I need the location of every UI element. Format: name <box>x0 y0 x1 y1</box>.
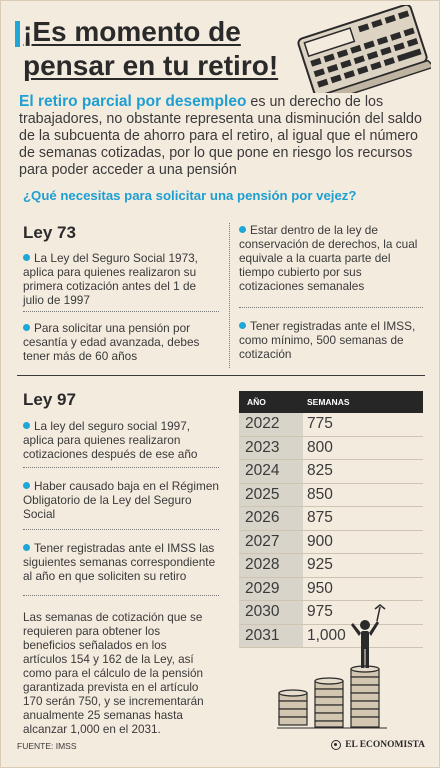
year-cell: 2026 <box>239 507 303 530</box>
year-cell: 2023 <box>239 436 303 459</box>
year-cell: 2029 <box>239 577 303 600</box>
weeks-cell: 1,000 <box>307 626 346 644</box>
bullet-dot <box>23 254 30 261</box>
year-cell: 2028 <box>239 554 303 577</box>
year-cell: 2031 <box>239 624 303 647</box>
header-weeks: SEMANAS <box>307 397 350 407</box>
bullet-dot <box>23 482 30 489</box>
dotted-divider <box>23 529 219 530</box>
ley97-item-text: Haber causado baja en el Régimen Obligat… <box>23 479 219 521</box>
ley73-item: Estar dentro de la ley de conservación d… <box>239 223 423 293</box>
weeks-cell: 950 <box>307 579 333 597</box>
bullet-dot <box>23 324 30 331</box>
ley73-title: Ley 73 <box>23 223 76 242</box>
dotted-divider <box>23 595 219 596</box>
weeks-cell: 775 <box>307 415 333 433</box>
ley97-item-text: Tener registradas ante el IMSS las sigui… <box>23 541 216 583</box>
intro-paragraph: El retiro parcial por desempleo es un de… <box>19 93 425 179</box>
year-cell: 2025 <box>239 483 303 506</box>
weeks-table: AÑO SEMANAS 2022 775 2023 800 2024 825 2025… <box>239 391 423 648</box>
table-row: 2027 900 <box>239 530 423 554</box>
ley73-item: La Ley del Seguro Social 1973, aplica pa… <box>23 251 219 307</box>
bullet-dot <box>23 544 30 551</box>
ley73-item-text: Estar dentro de la ley de conservación d… <box>239 223 418 293</box>
intro-text: es un derecho de los trabajadores, no ob… <box>19 94 422 178</box>
weeks-cell: 850 <box>307 485 333 503</box>
dotted-divider <box>23 311 219 312</box>
calculator-icon <box>297 5 431 93</box>
table-row: 2028 925 <box>239 554 423 578</box>
title-accent-bar <box>15 21 20 47</box>
ley97-item-text: La ley del seguro social 1997, aplica pa… <box>23 419 198 461</box>
ley73-item-text: La Ley del Seguro Social 1973, aplica pa… <box>23 251 198 307</box>
table-row: 2025 850 <box>239 483 423 507</box>
brand-name: EL ECONOMISTA <box>345 740 425 750</box>
table-row: 2024 825 <box>239 460 423 484</box>
ley97-item: Tener registradas ante el IMSS las sigui… <box>23 541 219 583</box>
weeks-cell: 800 <box>307 438 333 456</box>
brand-logo: EL ECONOMISTA <box>331 740 425 750</box>
ley73-item: Tener registradas ante el IMSS, como mín… <box>239 319 423 361</box>
bullet-dot <box>239 322 246 329</box>
brand-icon <box>331 740 342 750</box>
coin-stacks-illustration <box>277 604 387 729</box>
table-row: 2026 875 <box>239 507 423 531</box>
title-line-2: pensar en tu retiro! <box>23 50 279 81</box>
vertical-dotted-divider <box>229 223 230 368</box>
intro-lead: El retiro parcial por desempleo <box>19 93 247 110</box>
dotted-divider <box>23 467 219 468</box>
ley97-item: La ley del seguro social 1997, aplica pa… <box>23 419 219 461</box>
ley97-note: Las semanas de cotización que se requier… <box>23 611 204 736</box>
table-row: 2023 800 <box>239 436 423 460</box>
ley97-title: Ley 97 <box>23 390 76 409</box>
weeks-cell: 875 <box>307 509 333 527</box>
page-title: ¡Es momento de pensar en tu retiro! <box>23 15 283 83</box>
section-question: ¿Qué necesitas para solicitar una pensió… <box>23 188 357 203</box>
table-header: AÑO SEMANAS <box>239 391 423 413</box>
year-cell: 2024 <box>239 460 303 483</box>
weeks-cell: 825 <box>307 462 333 480</box>
ley73-item: Para solicitar una pensión por cesantía … <box>23 321 219 363</box>
year-cell: 2022 <box>239 413 303 436</box>
bullet-dot <box>239 226 246 233</box>
ley73-item-text: Tener registradas ante el IMSS, como mín… <box>239 319 416 361</box>
title-line-1: ¡Es momento de <box>23 16 241 47</box>
dotted-divider <box>239 307 423 308</box>
table-row: 2022 775 <box>239 413 423 437</box>
weeks-cell: 975 <box>307 603 333 621</box>
weeks-cell: 900 <box>307 532 333 550</box>
bullet-dot <box>23 422 30 429</box>
ley97-item: Haber causado baja en el Régimen Obligat… <box>23 479 219 521</box>
table-row: 2031 1,000 <box>239 624 423 648</box>
weeks-cell: 925 <box>307 556 333 574</box>
table-row: 2030 975 <box>239 601 423 625</box>
source-note: FUENTE: IMSS <box>17 741 77 751</box>
year-cell: 2027 <box>239 530 303 553</box>
year-cell: 2030 <box>239 601 303 624</box>
table-row: 2029 950 <box>239 577 423 601</box>
section-divider <box>17 375 425 376</box>
ley73-item-text: Para solicitar una pensión por cesantía … <box>23 321 200 363</box>
header-year: AÑO <box>247 397 266 407</box>
